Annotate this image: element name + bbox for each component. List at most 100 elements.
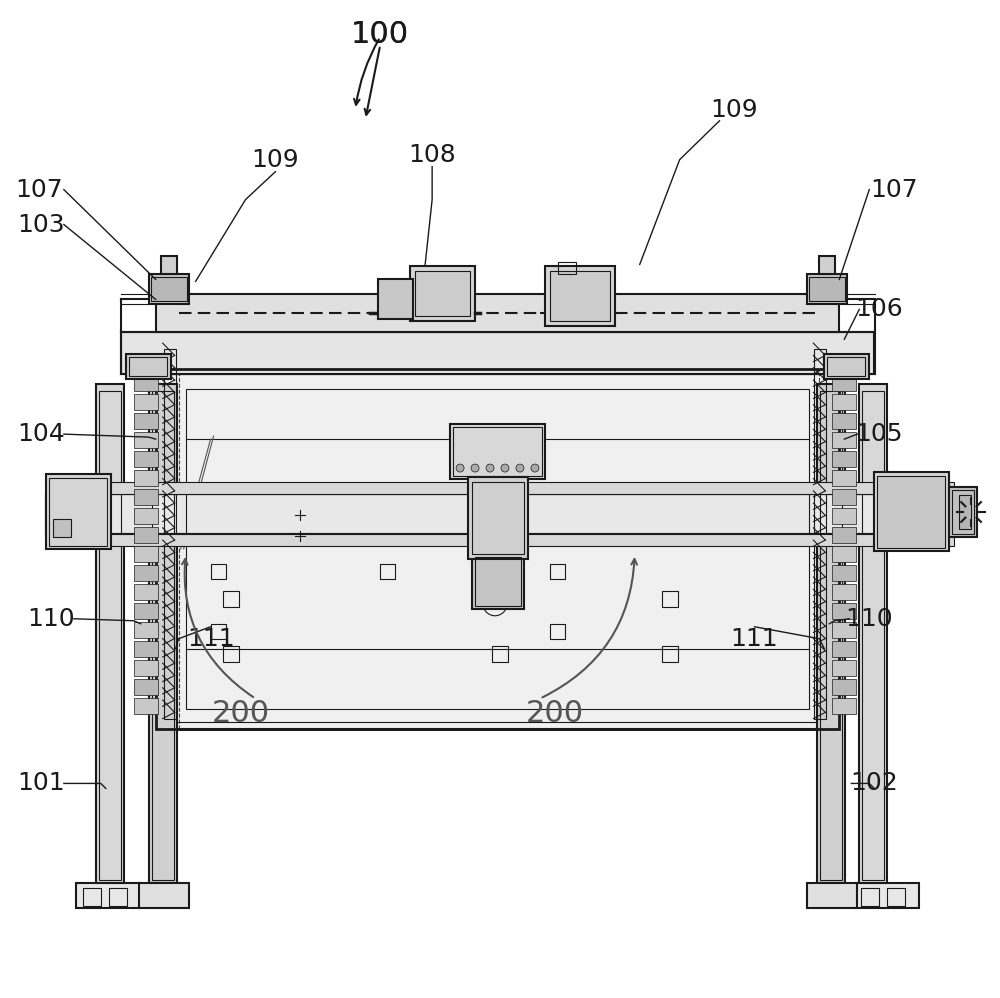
Bar <box>832 546 856 562</box>
Bar <box>832 660 856 676</box>
Bar <box>99 391 121 880</box>
Text: 105: 105 <box>855 422 903 446</box>
Bar <box>134 641 158 657</box>
Bar <box>832 394 856 410</box>
Circle shape <box>531 464 539 472</box>
Bar <box>134 413 158 429</box>
Bar <box>134 470 158 486</box>
Bar <box>223 591 239 607</box>
Bar <box>558 262 576 274</box>
Bar <box>139 883 189 908</box>
Bar <box>832 432 856 448</box>
Circle shape <box>501 464 509 472</box>
Bar <box>952 490 974 534</box>
Bar <box>410 266 475 321</box>
Text: 103: 103 <box>17 213 65 237</box>
Bar <box>415 271 470 316</box>
Bar <box>550 271 610 321</box>
Bar <box>134 679 158 695</box>
Bar <box>134 584 158 600</box>
Bar <box>156 294 839 332</box>
Bar <box>378 279 413 319</box>
Bar <box>450 424 545 479</box>
Text: 110: 110 <box>845 607 893 631</box>
Bar <box>134 375 158 391</box>
Bar <box>807 274 847 304</box>
Bar <box>832 565 856 581</box>
Text: 107: 107 <box>870 178 918 202</box>
Bar <box>550 624 565 639</box>
Bar <box>134 565 158 581</box>
Bar <box>492 646 508 662</box>
Bar <box>134 394 158 410</box>
Bar <box>832 527 856 543</box>
Bar <box>472 554 524 609</box>
Bar <box>134 622 158 638</box>
Bar <box>134 527 158 543</box>
Circle shape <box>456 464 464 472</box>
Bar <box>223 646 239 662</box>
Bar <box>854 883 919 908</box>
Text: 108: 108 <box>408 143 456 167</box>
Text: 101: 101 <box>17 771 65 795</box>
Bar <box>53 519 71 537</box>
Bar <box>149 384 177 883</box>
Bar <box>862 391 884 880</box>
Bar <box>134 698 158 714</box>
Bar <box>156 369 839 729</box>
Bar <box>46 474 111 549</box>
Text: 200: 200 <box>526 699 584 729</box>
Bar <box>134 508 158 524</box>
Circle shape <box>516 464 524 472</box>
Text: 110: 110 <box>27 607 75 631</box>
Bar <box>156 369 839 729</box>
Bar <box>662 646 678 662</box>
Bar <box>832 584 856 600</box>
Text: 111: 111 <box>187 627 234 651</box>
Bar <box>832 470 856 486</box>
Bar <box>76 883 141 908</box>
Text: 102: 102 <box>850 771 898 795</box>
Text: 200: 200 <box>211 699 270 729</box>
Circle shape <box>471 464 479 472</box>
Bar <box>820 391 842 880</box>
Bar <box>151 277 187 301</box>
Bar <box>475 557 521 606</box>
Bar <box>46 494 954 534</box>
Bar <box>887 888 905 906</box>
Bar <box>832 375 856 391</box>
Bar <box>134 546 158 562</box>
Text: 109: 109 <box>711 98 758 122</box>
Bar <box>46 534 954 546</box>
Text: 106: 106 <box>855 297 903 321</box>
Bar <box>814 349 826 719</box>
Text: 104: 104 <box>17 422 65 446</box>
Bar <box>134 489 158 505</box>
Bar <box>550 564 565 579</box>
Bar <box>121 332 874 374</box>
Bar <box>832 489 856 505</box>
Circle shape <box>486 464 494 472</box>
Bar <box>949 487 977 537</box>
Bar <box>827 357 865 376</box>
Text: 100: 100 <box>351 20 409 50</box>
Bar <box>861 888 879 906</box>
Bar <box>832 679 856 695</box>
Bar <box>832 451 856 467</box>
Bar <box>859 384 887 883</box>
Bar <box>46 482 954 494</box>
Bar <box>129 357 167 376</box>
Bar <box>824 354 869 379</box>
Bar <box>959 495 971 529</box>
Bar <box>817 384 845 883</box>
Bar <box>126 354 171 379</box>
Bar <box>46 494 954 534</box>
Bar <box>832 603 856 619</box>
Bar <box>109 888 127 906</box>
Text: 109: 109 <box>252 148 299 172</box>
Bar <box>874 472 949 551</box>
Text: 107: 107 <box>15 178 63 202</box>
Bar <box>134 660 158 676</box>
Bar <box>877 476 945 548</box>
Bar <box>545 266 615 326</box>
